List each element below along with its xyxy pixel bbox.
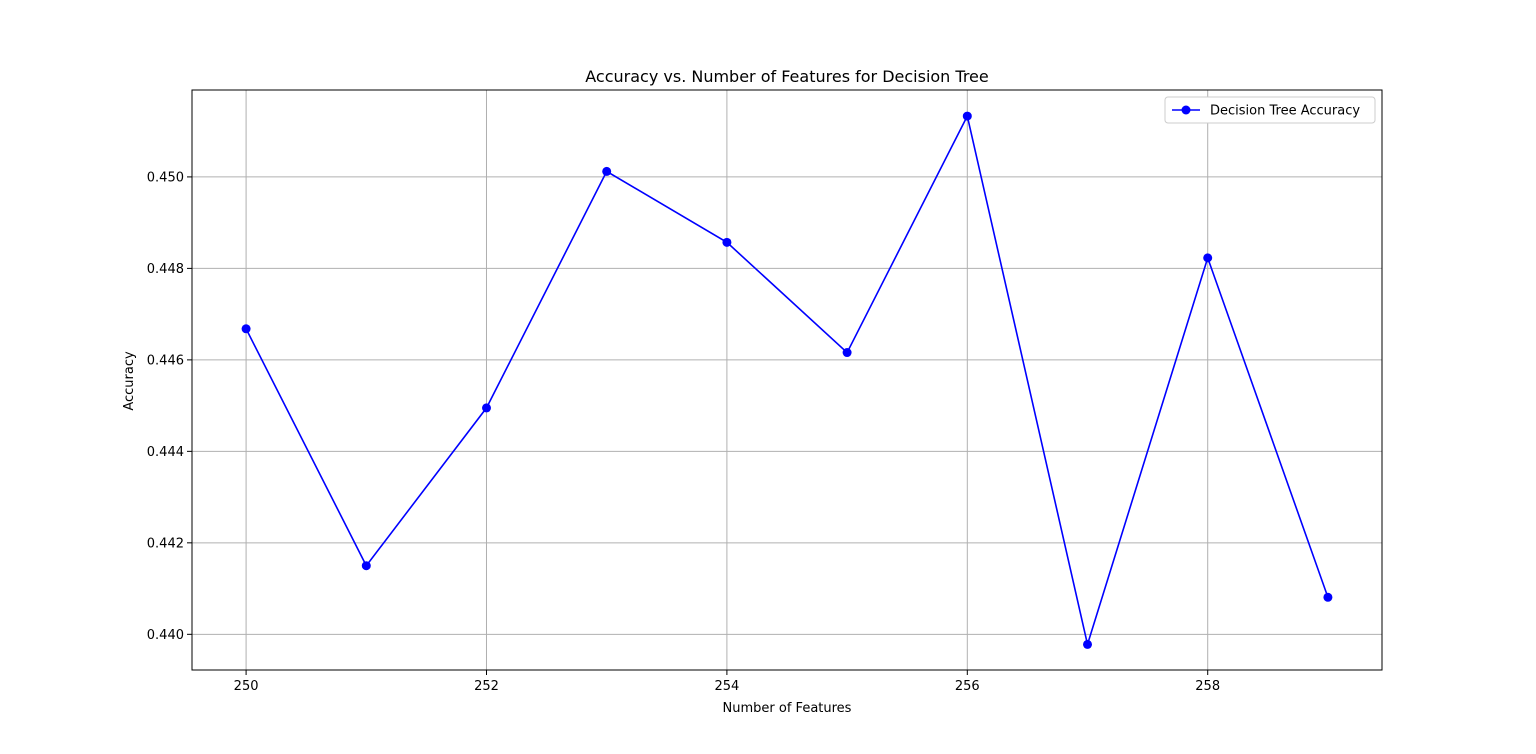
data-point — [962, 111, 972, 121]
data-point — [842, 348, 852, 358]
x-tick-label: 254 — [714, 679, 739, 694]
x-axis-ticks: 250 252 254 256 258 — [234, 670, 1220, 694]
plot-frame — [191, 89, 1383, 671]
data-point — [1203, 253, 1213, 263]
x-tick-label: 258 — [1195, 679, 1220, 694]
y-tick-label: 0.444 — [147, 445, 184, 460]
x-axis-label: Number of Features — [723, 701, 852, 716]
series-layer — [241, 111, 1333, 649]
y-axis-ticks: 0.440 0.442 0.444 0.446 0.448 0.450 — [147, 170, 192, 643]
data-point — [602, 166, 612, 176]
chart-title: Accuracy vs. Number of Features for Deci… — [585, 67, 988, 86]
y-axis-label: Accuracy — [122, 351, 137, 411]
y-tick-label: 0.442 — [147, 536, 184, 551]
x-tick-label: 256 — [955, 679, 980, 694]
data-point — [241, 324, 251, 334]
legend-marker-swatch — [1181, 105, 1191, 115]
legend-entry-label: Decision Tree Accuracy — [1210, 104, 1360, 119]
y-tick-label: 0.450 — [147, 170, 184, 185]
series-line — [245, 113, 1329, 648]
data-point — [481, 403, 491, 413]
x-tick-label: 252 — [474, 679, 499, 694]
y-tick-label: 0.448 — [147, 262, 184, 277]
data-point — [722, 237, 732, 247]
grid-lines — [192, 90, 1382, 670]
legend-box — [1164, 96, 1376, 124]
y-tick-label: 0.446 — [147, 353, 184, 368]
data-point — [361, 561, 371, 571]
legend: Decision Tree Accuracy — [1164, 96, 1376, 124]
data-point — [1323, 592, 1333, 602]
x-tick-label: 250 — [234, 679, 259, 694]
y-tick-label: 0.440 — [147, 628, 184, 643]
data-point — [1083, 639, 1093, 649]
